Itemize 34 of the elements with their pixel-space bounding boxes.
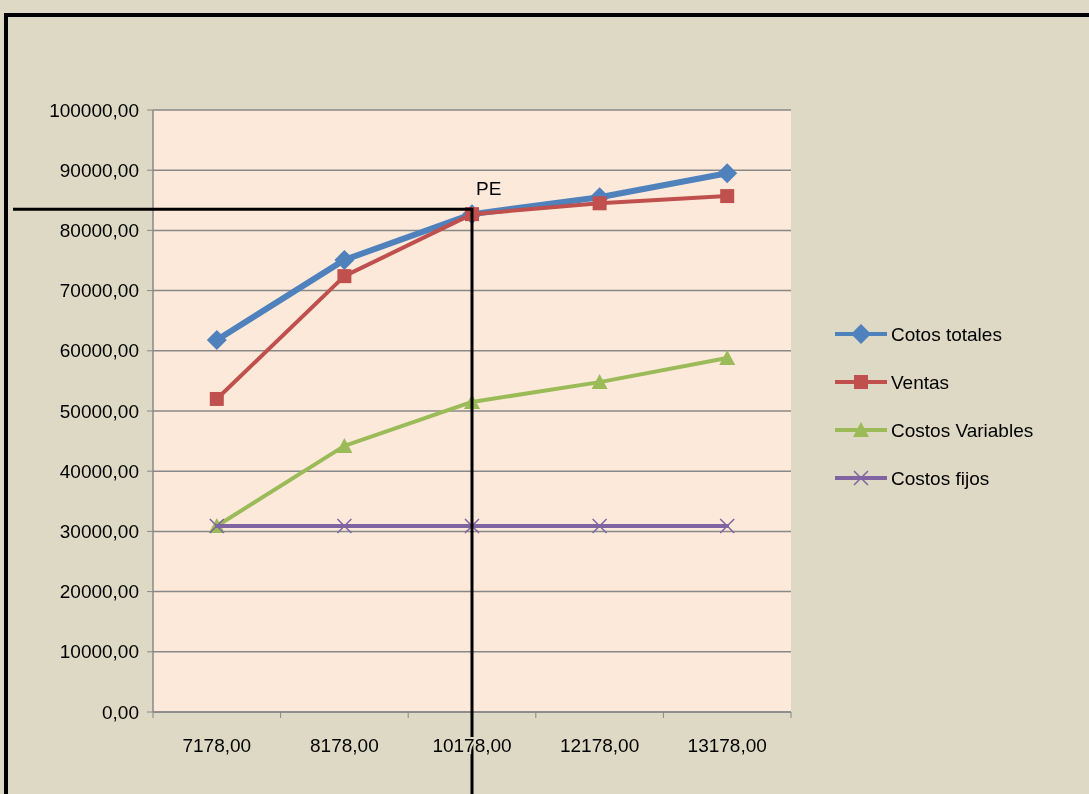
x-tick-label: 8178,00 [310,735,379,756]
y-tick-label: 90000,00 [59,159,139,181]
x-tick-label: 7178,00 [182,735,252,756]
y-tick-label: 80000,00 [59,220,139,242]
y-tick-label: 0,00 [102,701,139,723]
y-tick-label: 40000,00 [59,460,139,482]
y-tick-label: 30000,00 [59,521,139,543]
y-tick-label: 10000,00 [59,641,139,663]
point [591,518,608,534]
y-tick-label: 20000,00 [59,581,139,603]
point [591,374,608,390]
legend-label: Ventas [891,371,950,393]
point [719,518,735,534]
point [209,391,224,406]
x-tick-label: 12178,00 [559,735,640,756]
legend-label: Costos fijos [891,467,990,489]
y-tick-label: 60000,00 [59,340,139,362]
point [592,196,607,211]
point [719,350,736,366]
y-tick-label: 100000,00 [49,99,139,121]
point [206,329,227,350]
y-tick-label: 70000,00 [59,280,139,302]
point [720,189,735,204]
point [717,163,738,184]
point [464,518,480,534]
point [334,249,355,270]
legend-label: Costos Variables [891,419,1034,441]
x-tick-label: 13178,00 [687,735,767,756]
legend-label: Cotos totales [891,323,1002,345]
annotation: PE [476,178,502,200]
y-tick-label: 50000,00 [59,400,139,422]
point [336,518,353,534]
point [336,437,353,453]
point [337,269,352,284]
